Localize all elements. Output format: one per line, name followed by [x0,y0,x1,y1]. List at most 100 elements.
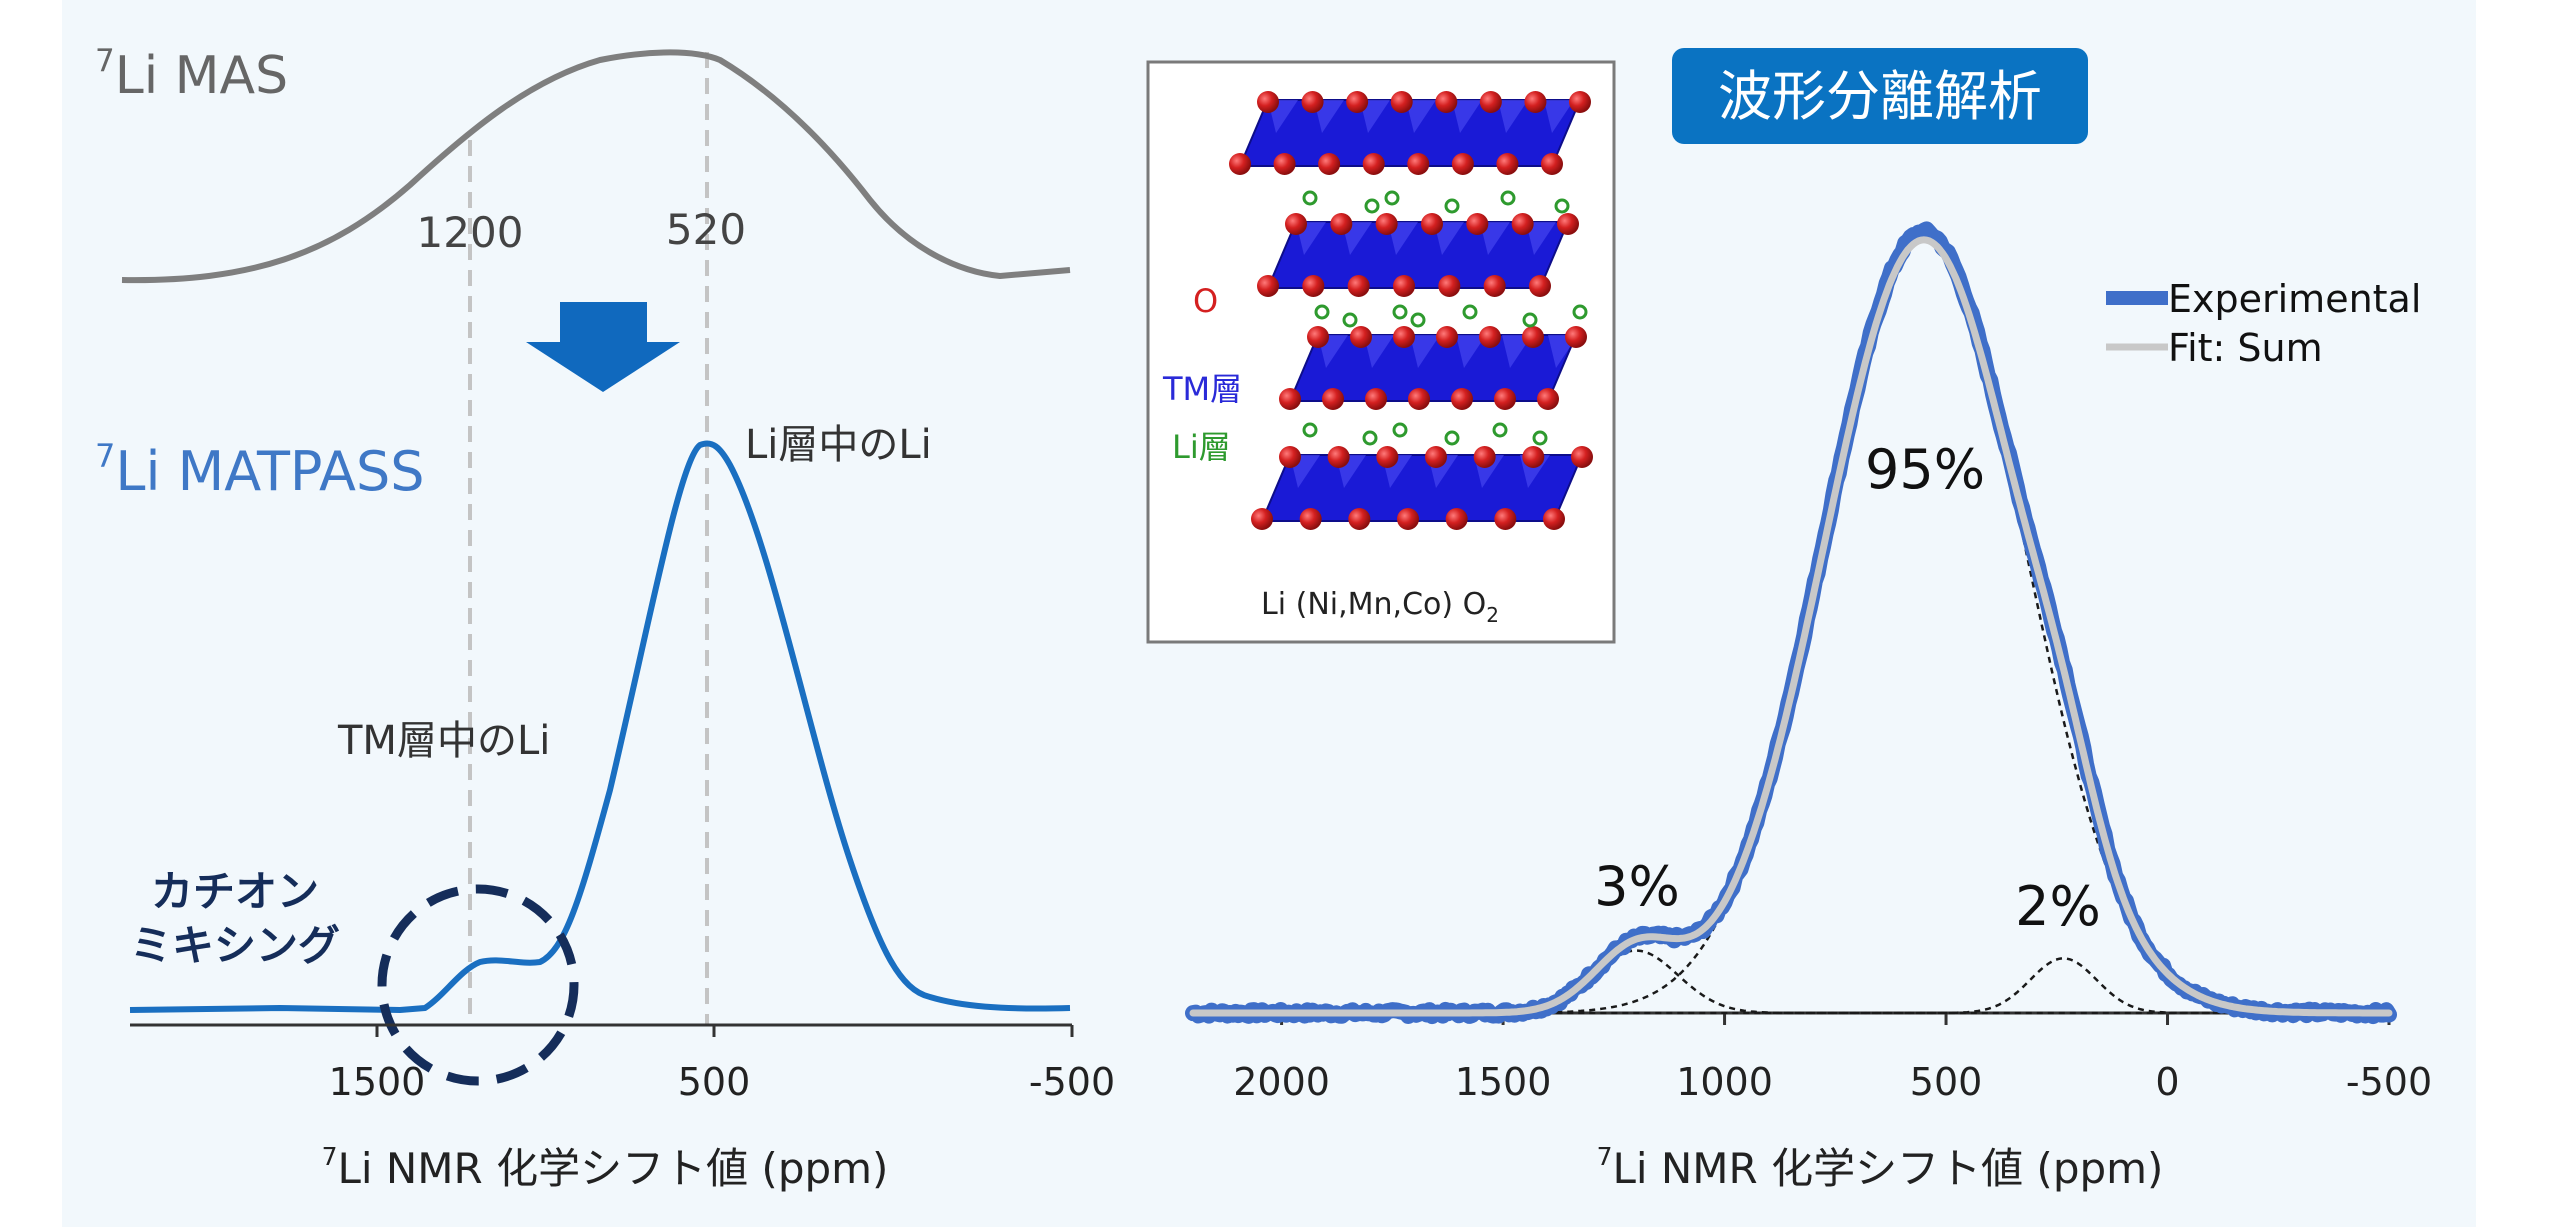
right-x-tick-label: 1500 [1455,1060,1552,1104]
mas-curve [121,49,1071,284]
oxygen-atom [1494,508,1517,530]
oxygen-atom [1327,446,1350,468]
oxygen-atom [1522,446,1545,468]
matpass-label-sup: 7 [95,437,115,475]
lithium-atom [1554,198,1570,214]
lithium-atom [1410,312,1426,328]
left-x-tick-label: 500 [678,1060,751,1104]
percent-label-235: 2% [2015,875,2101,938]
cation-mixing-line-1: カチオン [151,867,319,916]
oxygen-atom [1451,153,1474,175]
inset-legend-li: Li層 [1172,428,1231,466]
legend-experimental-label: Experimental [2168,277,2421,321]
tm-octahedron-facet [1456,335,1486,368]
matpass-curve [129,440,1071,1013]
right-x-tick-label: 500 [1910,1060,1983,1104]
inset-caption-main: Li (Ni,Mn,Co) O [1261,587,1486,622]
oxygen-atom [1318,153,1341,175]
oxygen-atom [1393,326,1415,348]
cation-mixing-line-2: ミキシング [130,921,340,970]
component-curve [1237,957,2343,1015]
oxygen-atom [1479,326,1501,348]
percent-label-1200: 3% [1594,855,1680,918]
cation-mixing-circle [377,884,579,1086]
oxygen-atom [1529,275,1551,297]
lithium-atom [1302,422,1318,438]
oxygen-atom [1346,91,1369,113]
inset-caption: Li (Ni,Mn,Co) O2 [1261,587,1499,627]
lithium-atom [1532,430,1548,446]
oxygen-atom [1466,213,1489,235]
oxygen-atom [1445,508,1468,530]
legend-fit-label: Fit: Sum [2168,326,2323,370]
oxygen-atom [1365,388,1387,410]
oxygen-atom [1301,91,1324,113]
li-atoms [1302,190,1588,446]
oxygen-atom [1473,446,1496,468]
tm-octahedron-facet [1544,100,1574,133]
oxygen-atom [1302,275,1325,297]
lithium-atom [1462,304,1478,320]
oxygen-atom [1494,388,1516,410]
peak-label-520: 520 [666,205,746,254]
lithium-atom [1444,198,1460,214]
tm-layer [1251,446,1593,530]
oxygen-atom [1322,388,1344,410]
right-x-ticks: 2000 1500 1000 500 0 -500 [1233,1013,2432,1104]
right-panel: 波形分離解析 2000 1500 1000 500 0 -500 95% 3% 2% Ex… [1185,48,2432,1193]
mas-label: 7Li MAS [95,43,288,106]
oxygen-atom [1451,388,1473,410]
matpass-label-main: Li MATPASS [115,440,424,503]
tm-octahedron-facet [1364,335,1394,368]
percent-label-main: 95% [1865,438,1985,501]
oxygen-atom [1376,446,1399,468]
down-arrow-icon [526,302,680,392]
oxygen-atom [1362,153,1385,175]
left-x-tick-label: -500 [1029,1060,1115,1104]
lithium-atom [1444,430,1460,446]
inset-legend-o: O [1193,282,1218,320]
left-x-axis-label-main: Li NMR 化学シフト値 (ppm) [337,1144,888,1193]
lithium-atom [1392,304,1408,320]
left-x-axis-label-sup: 7 [322,1142,338,1171]
right-x-axis-label: 7Li NMR 化学シフト値 (ppm) [1597,1142,2164,1193]
oxygen-atom [1557,213,1579,235]
lithium-atom [1302,190,1318,206]
tm-octahedron-facet [1410,335,1440,368]
oxygen-atom [1511,213,1534,235]
oxygen-atom [1279,388,1301,410]
tm-octahedron-facet [1406,100,1436,133]
right-x-axis-label-sup: 7 [1597,1142,1613,1171]
tm-layer [1229,91,1591,175]
oxygen-atom [1285,213,1307,235]
left-x-axis-label: 7Li NMR 化学シフト値 (ppm) [322,1142,889,1193]
oxygen-atom [1375,213,1398,235]
oxygen-atom [1408,388,1430,410]
tm-octahedron-facet [1480,222,1510,255]
fit-components [1237,230,2343,1015]
inset-legend-tm: TM層 [1162,370,1242,408]
oxygen-atom [1393,275,1415,297]
tm-octahedron-facet [1360,100,1390,133]
lithium-atom [1342,312,1358,328]
oxygen-atom [1438,275,1461,297]
lithium-atom [1384,190,1400,206]
component-curve [1237,949,2343,1015]
oxygen-atom [1435,91,1458,113]
tm-layers [1229,91,1593,530]
matpass-label: 7Li MATPASS [95,437,425,503]
fit-sum-curve [1189,236,2393,1017]
oxygen-atom [1421,213,1443,235]
oxygen-atom [1257,275,1279,297]
oxygen-atom [1347,275,1370,297]
tm-octahedron-facet [1452,100,1482,133]
oxygen-atom [1522,326,1544,348]
right-x-tick-label: 0 [2155,1060,2179,1104]
oxygen-atom [1425,446,1447,468]
tm-layer [1257,213,1579,297]
annotation-li-layer: Li層中のLi [745,422,932,468]
oxygen-atom [1229,153,1251,175]
oxygen-atom [1524,91,1547,113]
oxygen-atom [1307,326,1329,348]
